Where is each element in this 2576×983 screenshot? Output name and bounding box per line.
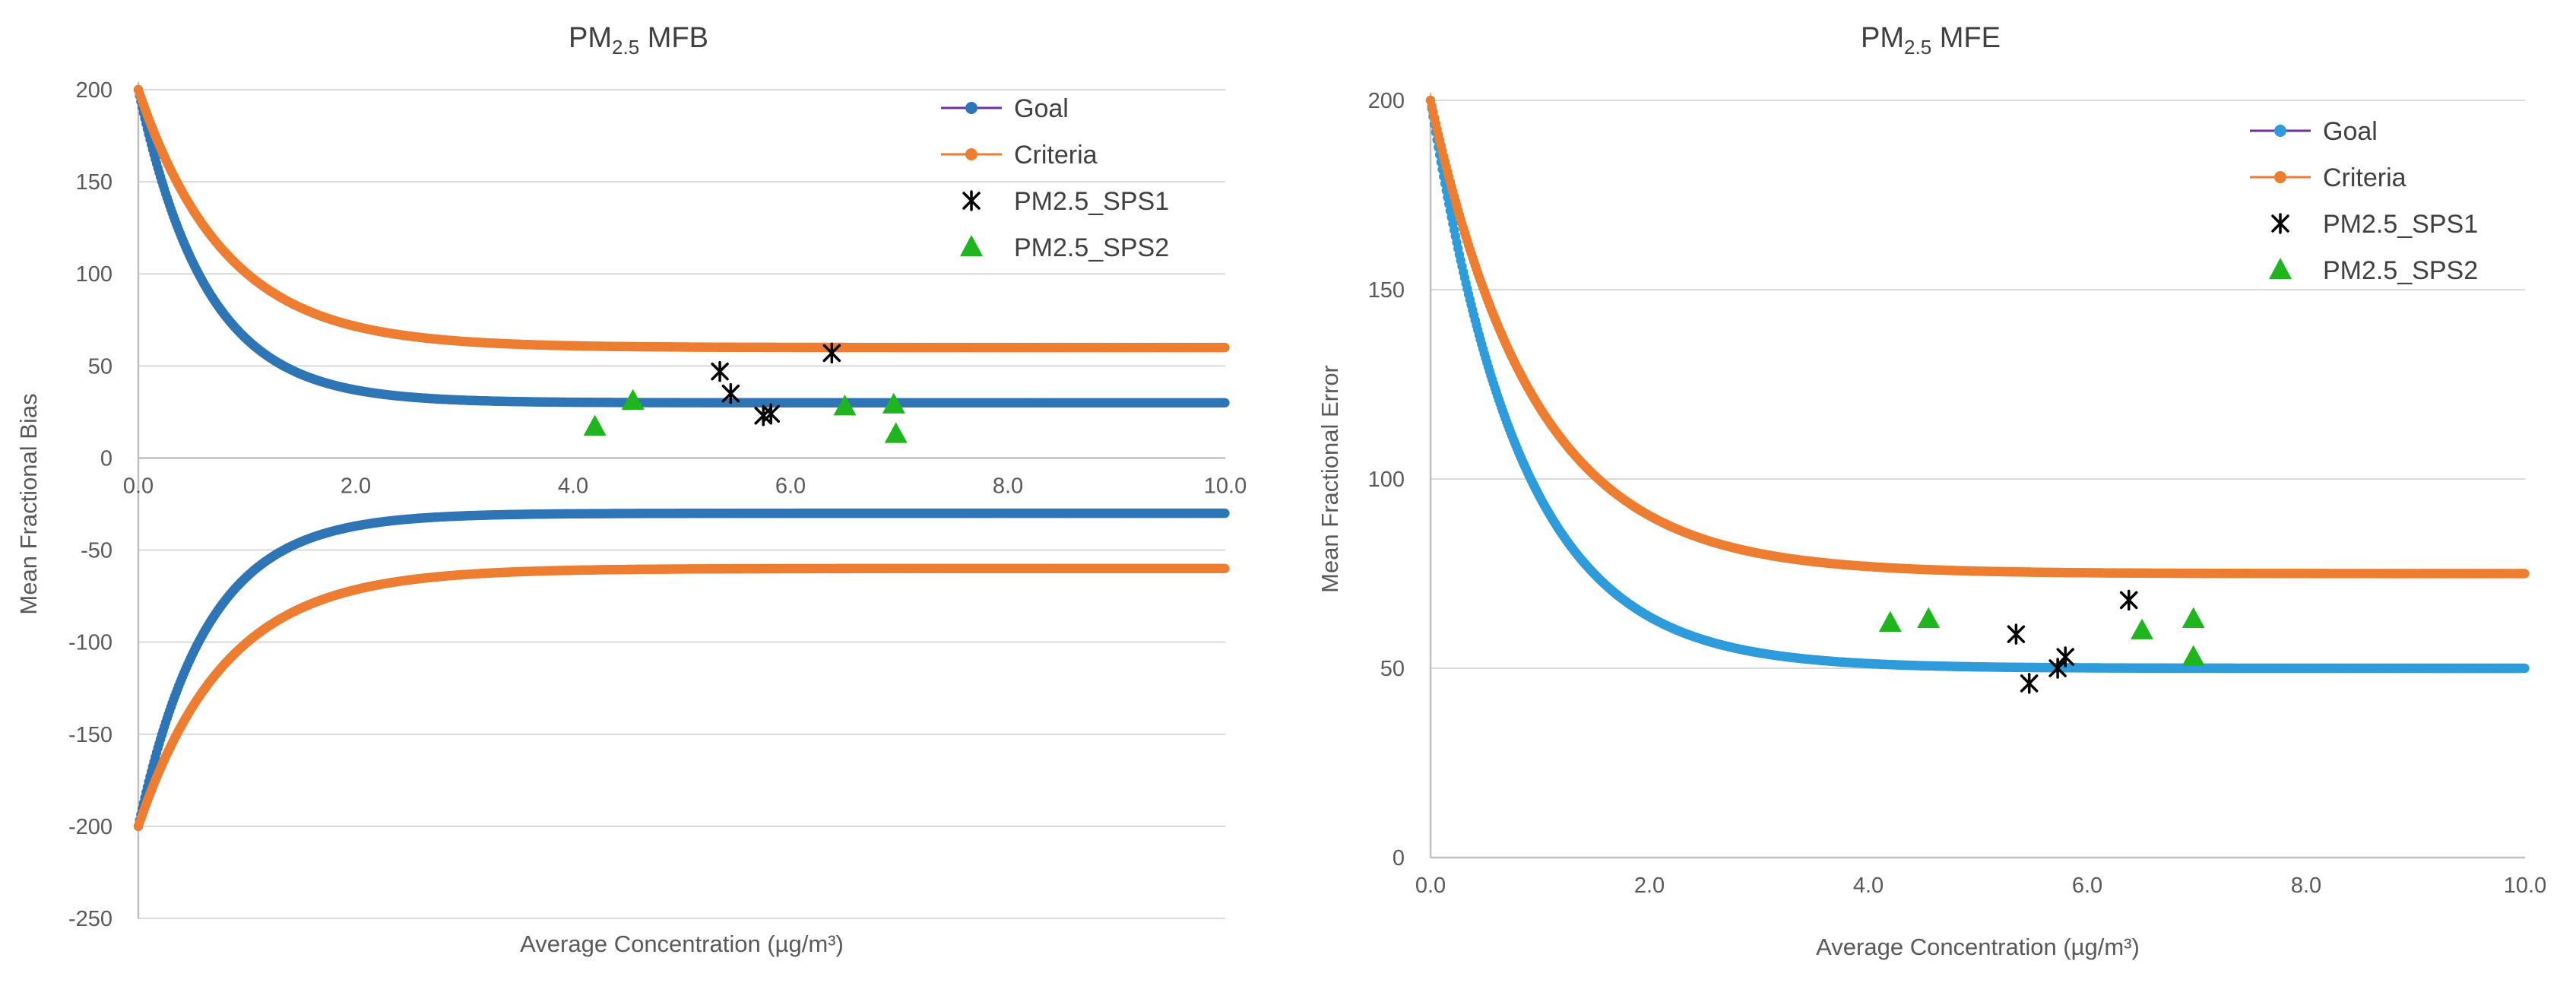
- y-tick-label: 0: [1393, 846, 1405, 870]
- legend-marker: [965, 102, 977, 114]
- y-tick-label: 200: [1368, 89, 1405, 113]
- data-point: [721, 382, 740, 404]
- legend: Goal Criteria PM2.5_SPS1 PM2.5_SPS2: [941, 94, 1169, 262]
- data-point: [882, 392, 905, 414]
- y-tick-label: 50: [88, 354, 112, 379]
- chart-title-main: PM: [1861, 22, 1904, 54]
- curve-point: [1220, 563, 1230, 573]
- data-point: [621, 388, 645, 411]
- chart-title-subscript: 2.5: [1904, 36, 1931, 59]
- legend-marker: [960, 235, 983, 256]
- series-pm2-5-sps2: [583, 388, 908, 443]
- y-tick-label: -100: [68, 631, 112, 655]
- curve-point: [1220, 398, 1230, 407]
- data-point: [711, 360, 729, 382]
- chart-title-subscript: 2.5: [612, 36, 639, 59]
- legend-marker: [965, 148, 977, 160]
- y-tick-label: 0: [100, 446, 112, 471]
- series-goal: [133, 84, 1230, 832]
- curve-point: [1220, 508, 1230, 518]
- x-tick-label: 6.0: [2072, 874, 2102, 898]
- y-axis-title: Mean Fractional Bias: [15, 393, 42, 614]
- x-tick-label: 10.0: [2504, 874, 2546, 898]
- y-tick-label: -150: [68, 723, 112, 747]
- series-goal: [1425, 95, 2530, 674]
- x-tick-label: 4.0: [558, 474, 588, 498]
- data-point: [583, 414, 607, 436]
- y-tick-label: -200: [68, 815, 112, 839]
- y-tick-label: 100: [1368, 468, 1405, 492]
- legend-label: PM2.5_SPS2: [1014, 233, 1169, 262]
- legend-item: PM2.5_SPS2: [960, 233, 1169, 262]
- y-tick-label: 200: [76, 78, 112, 103]
- data-point: [833, 395, 857, 416]
- x-tick-label: 0.0: [1415, 874, 1446, 898]
- x-axis-title: Average Concentration (µg/m³): [520, 931, 844, 957]
- x-axis-title: Average Concentration (µg/m³): [1816, 934, 2140, 960]
- y-tick-label: -250: [68, 907, 112, 931]
- y-tick-label: 50: [1380, 657, 1405, 681]
- x-tick-label: 2.0: [341, 474, 371, 498]
- legend-label: Criteria: [1014, 141, 1098, 170]
- legend-item: Criteria: [941, 141, 1098, 170]
- chart-title-suffix: MFB: [639, 22, 708, 54]
- y-tick-label: -50: [81, 539, 112, 563]
- chart-title: PM2.5 MFB: [569, 22, 708, 59]
- x-tick-label: 8.0: [993, 474, 1023, 498]
- data-point: [822, 342, 841, 364]
- legend-label: Goal: [1014, 94, 1069, 123]
- chart-mfb: PM2.5 MFB 200 150 100 50 0 -50 -100 -150 -200 -250…: [15, 22, 1247, 957]
- chart-title-main: PM: [569, 22, 612, 54]
- curve-point: [2520, 663, 2530, 674]
- curve-point: [1220, 342, 1230, 353]
- gridlines: [138, 89, 1225, 919]
- x-tick-label: 10.0: [1204, 474, 1247, 498]
- chart-title: PM2.5 MFE: [1861, 22, 2001, 59]
- legend-item: Goal: [941, 94, 1069, 123]
- legend-item: PM2.5_SPS1: [962, 187, 1169, 216]
- series-criteria: [1425, 95, 2530, 579]
- y-tick-label: 150: [76, 170, 112, 195]
- data-point: [762, 403, 781, 425]
- x-tick-label: 2.0: [1634, 874, 1665, 898]
- x-tick-label: 6.0: [775, 474, 806, 498]
- series-criteria: [133, 84, 1230, 832]
- y-tick-label: 150: [1368, 278, 1405, 303]
- chart-mfe: PM2.5 MFE 200 150 100 50 0 0.0 2.0 4.0 6.0 8.0 10.0…: [1317, 22, 2546, 960]
- x-tick-label: 8.0: [2291, 874, 2321, 898]
- x-tick-label: 0.0: [123, 474, 154, 498]
- y-tick-label: 100: [76, 262, 112, 287]
- y-axis-title: Mean Fractional Error: [1317, 365, 1343, 593]
- legend-marker: [962, 190, 981, 211]
- x-tick-label: 4.0: [1853, 874, 1884, 898]
- series-pm2-5-sps1: [711, 342, 841, 426]
- chart-title-suffix: MFE: [1931, 22, 2001, 54]
- data-point: [884, 422, 908, 443]
- legend-label: PM2.5_SPS1: [1014, 187, 1169, 216]
